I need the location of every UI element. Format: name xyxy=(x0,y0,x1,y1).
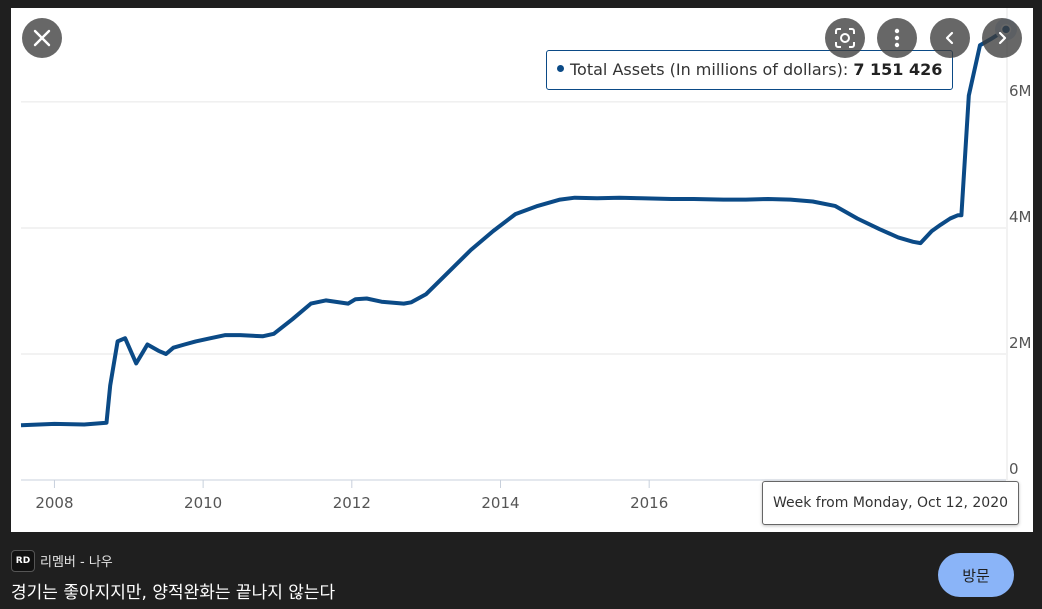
visit-button[interactable]: 방문 xyxy=(938,553,1014,597)
y-tick-label: 4M xyxy=(1009,208,1032,226)
tooltip-value: 7 151 426 xyxy=(853,60,943,79)
x-tick-label: 2012 xyxy=(333,494,371,512)
source-name[interactable]: 리멤버 - 나우 xyxy=(40,555,113,570)
x-tooltip: Week from Monday, Oct 12, 2020 xyxy=(762,481,1020,525)
series-dot-icon xyxy=(557,65,564,72)
source-logo: RD xyxy=(11,550,35,572)
lens-button[interactable] xyxy=(825,18,865,58)
series-line xyxy=(20,27,1008,428)
chart-card: 0 2M 4M 6M 2008 2010 2012 2014 2016 Total Assets… xyxy=(11,8,1033,532)
x-tick-label: 2010 xyxy=(184,494,222,512)
y-tick-label: 0 xyxy=(1009,460,1019,478)
article-title[interactable]: 경기는 좋아지지만, 양적완화는 끝나지 않는다 xyxy=(11,583,336,603)
y-tick-label: 2M xyxy=(1009,334,1032,352)
x-tick-label: 2008 xyxy=(35,494,73,512)
value-tooltip: Total Assets (In millions of dollars): 7… xyxy=(546,50,954,90)
previous-button[interactable] xyxy=(930,18,970,58)
lens-icon xyxy=(835,28,855,48)
x-tick-label: 2014 xyxy=(481,494,519,512)
chevron-left-icon xyxy=(945,31,954,45)
chevron-right-icon xyxy=(998,31,1007,45)
next-button[interactable] xyxy=(982,18,1022,58)
close-button[interactable] xyxy=(22,18,62,58)
total-assets-chart: 0 2M 4M 6M 2008 2010 2012 2014 2016 xyxy=(20,8,1032,512)
y-tick-label: 6M xyxy=(1009,82,1032,100)
more-icon xyxy=(894,28,900,48)
more-options-button[interactable] xyxy=(877,18,917,58)
x-tick-label: 2016 xyxy=(630,494,668,512)
tooltip-series-label: Total Assets (In millions of dollars): xyxy=(570,60,849,79)
close-icon xyxy=(33,29,51,47)
